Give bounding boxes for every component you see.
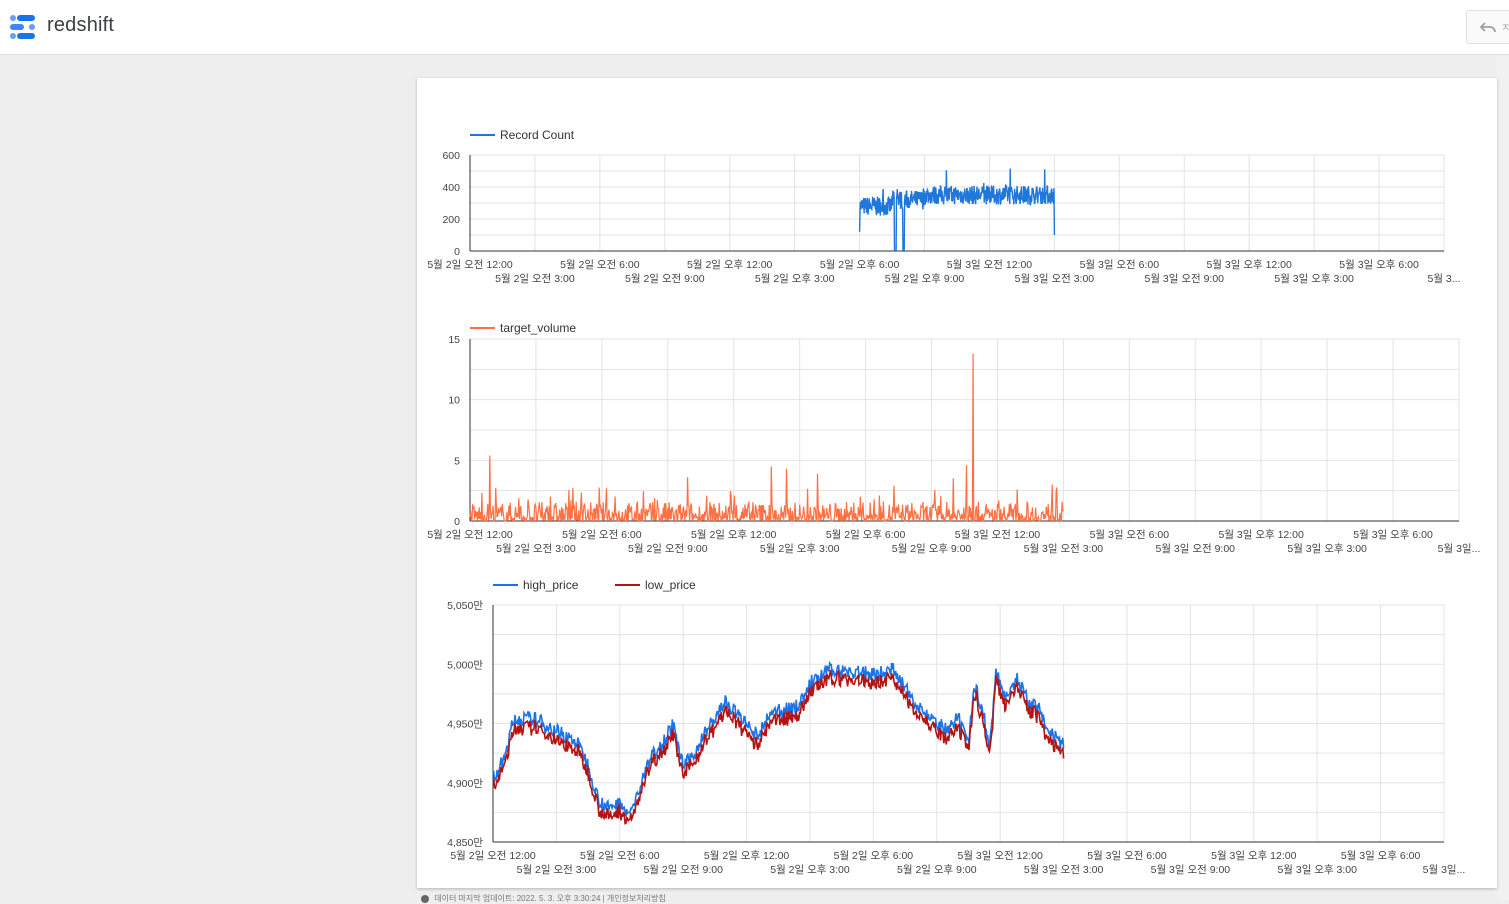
legend-label: high_price [523, 578, 579, 592]
data-studio-logo-icon[interactable] [9, 14, 37, 40]
legend-label: low_price [645, 578, 696, 592]
x-tick-label: 5월 3일 오전 9:00 [1151, 863, 1231, 876]
x-tick-label: 5월 2일 오전 12:00 [427, 258, 513, 271]
x-tick-label: 5월 3일 오후 3:00 [1274, 272, 1354, 285]
x-tick-label: 5월 3일 오후 6:00 [1339, 258, 1419, 271]
series-line-high-price [492, 660, 1065, 817]
x-tick-label: 5월 2일 오전 3:00 [517, 863, 597, 876]
x-tick-label: 5월 3일 오후 6:00 [1341, 849, 1421, 862]
x-tick-label: 5월 2일 오전 6:00 [580, 849, 660, 862]
x-tick-label: 5월 3일... [1438, 542, 1481, 555]
x-tick-label: 5월 2일 오후 3:00 [760, 542, 840, 555]
x-tick-label: 5월 2일 오전 9:00 [643, 863, 723, 876]
x-tick-label: 5월 3일... [1423, 863, 1466, 876]
x-tick-label: 5월 3일 오후 3:00 [1287, 542, 1367, 555]
x-tick-label: 5월 2일 오후 9:00 [897, 863, 977, 876]
x-tick-label: 5월 2일 오전 12:00 [450, 849, 536, 862]
report-canvas: 0 200 400 600 5월 2일 오전 12:00 5월 2일 오전 6:00 5월 … [417, 78, 1497, 888]
legend-label: target_volume [500, 321, 576, 335]
x-tick-label: 5월 2일 오전 9:00 [625, 272, 705, 285]
x-tick-label: 5월 3일 오전 3:00 [1024, 863, 1104, 876]
x-tick-label: 5월 3일 오전 12:00 [955, 528, 1041, 541]
x-tick-label: 5월 2일 오후 6:00 [820, 258, 900, 271]
y-tick-label: 4,950만 [447, 719, 483, 731]
undo-icon [1479, 22, 1496, 33]
info-icon [421, 894, 429, 903]
x-tick-label: 5월 2일 오후 3:00 [770, 863, 850, 876]
legend-label: Record Count [500, 128, 575, 142]
x-tick-label: 5월 3일 오전 3:00 [1015, 272, 1095, 285]
x-tick-label: 5월 3일 오전 6:00 [1087, 849, 1167, 862]
x-tick-label: 5월 3일 오후 3:00 [1277, 863, 1357, 876]
y-tick-label: 5,050만 [447, 600, 483, 612]
top-bar: redshift ㅈ [0, 0, 1509, 55]
y-tick-label: 5,000만 [447, 659, 483, 671]
footer: 데이터 마지막 업데이트: 2022. 5. 3. 오후 3:30:24 | 개… [421, 893, 666, 904]
vertical-scrollbar[interactable] [1497, 56, 1509, 900]
footer-text[interactable]: 데이터 마지막 업데이트: 2022. 5. 3. 오후 3:30:24 | 개… [434, 894, 666, 903]
x-tick-label: 5월 2일 오후 12:00 [691, 528, 777, 541]
y-tick-label: 400 [442, 182, 460, 194]
x-tick-label: 5월 2일 오전 6:00 [560, 258, 640, 271]
x-tick-label: 5월 3일 오전 12:00 [958, 849, 1044, 862]
x-tick-label: 5월 2일 오후 12:00 [687, 258, 773, 271]
y-tick-label: 200 [442, 214, 460, 226]
x-tick-label: 5월 3일 오전 6:00 [1090, 528, 1170, 541]
x-tick-label: 5월 2일 오후 9:00 [885, 272, 965, 285]
x-tick-label: 5월 2일 오후 6:00 [826, 528, 906, 541]
x-tick-label: 5월 2일 오전 3:00 [496, 542, 576, 555]
x-tick-label: 5월 2일 오후 3:00 [755, 272, 835, 285]
x-tick-label: 5월 3일 오후 12:00 [1211, 849, 1297, 862]
report-title: redshift [47, 14, 115, 36]
x-tick-label: 5월 3일 오전 3:00 [1024, 542, 1104, 555]
x-tick-label: 5월 3일 오전 12:00 [947, 258, 1033, 271]
series-line-record-count [858, 168, 1056, 252]
x-tick-label: 5월 2일 오전 9:00 [628, 542, 708, 555]
x-tick-label: 5월 3일 오전 6:00 [1080, 258, 1160, 271]
x-tick-label: 5월 2일 오후 9:00 [892, 542, 972, 555]
x-tick-label: 5월 3... [1427, 273, 1460, 285]
x-tick-label: 5월 3일 오후 12:00 [1219, 528, 1305, 541]
undo-label: ㅈ [1501, 19, 1509, 34]
y-tick-label: 15 [448, 334, 460, 346]
series-line-target-volume [469, 353, 1064, 524]
x-tick-label: 5월 3일 오전 9:00 [1145, 272, 1225, 285]
y-tick-label: 4,850만 [447, 837, 483, 849]
x-tick-label: 5월 2일 오전 3:00 [495, 272, 575, 285]
y-tick-label: 10 [448, 395, 460, 407]
y-tick-label: 5 [454, 455, 460, 467]
x-tick-label: 5월 3일 오후 6:00 [1353, 528, 1433, 541]
y-tick-label: 0 [454, 516, 460, 528]
x-tick-label: 5월 3일 오전 9:00 [1156, 542, 1236, 555]
x-tick-label: 5월 2일 오후 6:00 [834, 849, 914, 862]
chart-3: 4,850만 4,900만 4,950만 5,000만 5,050만 5월 2일 오전 1… [447, 578, 1465, 876]
x-tick-label: 5월 3일 오후 12:00 [1207, 258, 1293, 271]
x-tick-label: 5월 2일 오전 6:00 [562, 528, 642, 541]
series-line-low-price [492, 669, 1065, 825]
y-tick-label: 0 [454, 246, 460, 258]
y-tick-label: 600 [442, 150, 460, 162]
x-tick-label: 5월 2일 오후 12:00 [704, 849, 790, 862]
y-tick-label: 4,900만 [447, 778, 483, 790]
x-tick-label: 5월 2일 오전 12:00 [427, 528, 513, 541]
undo-button[interactable]: ㅈ [1466, 10, 1509, 44]
